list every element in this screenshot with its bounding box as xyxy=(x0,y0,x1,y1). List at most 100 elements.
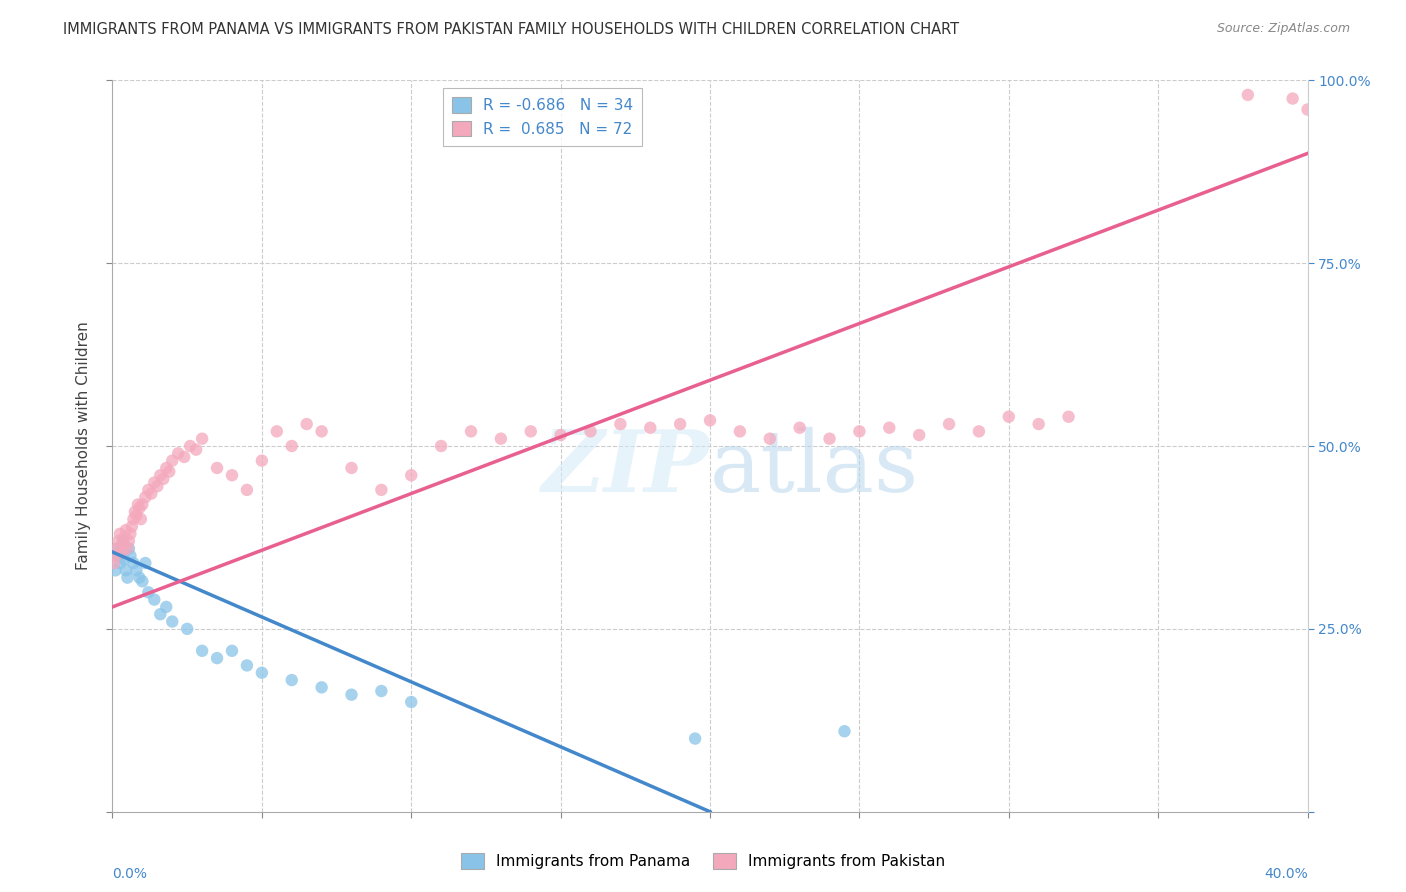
Point xyxy=(236,483,259,497)
Point xyxy=(115,523,138,537)
Point xyxy=(370,483,392,497)
Point xyxy=(111,538,134,552)
Point xyxy=(1281,91,1303,105)
Point xyxy=(281,439,304,453)
Point xyxy=(340,688,363,702)
Point xyxy=(108,526,131,541)
Point xyxy=(191,644,214,658)
Point xyxy=(155,599,177,614)
Point xyxy=(908,428,931,442)
Point xyxy=(640,421,662,435)
Point xyxy=(122,512,145,526)
Point xyxy=(146,479,169,493)
Point xyxy=(105,549,128,563)
Point xyxy=(281,673,304,687)
Point xyxy=(108,556,131,570)
Point xyxy=(789,421,811,435)
Legend: R = -0.686   N = 34, R =  0.685   N = 72: R = -0.686 N = 34, R = 0.685 N = 72 xyxy=(443,88,643,146)
Text: atlas: atlas xyxy=(710,426,920,509)
Point xyxy=(128,571,150,585)
Point xyxy=(579,425,602,439)
Point xyxy=(103,556,125,570)
Point xyxy=(205,461,228,475)
Point xyxy=(236,658,259,673)
Point xyxy=(104,563,127,577)
Point xyxy=(967,425,990,439)
Point xyxy=(221,644,243,658)
Text: 40.0%: 40.0% xyxy=(1264,867,1308,880)
Point xyxy=(609,417,631,431)
Point xyxy=(834,724,856,739)
Point xyxy=(138,483,160,497)
Text: IMMIGRANTS FROM PANAMA VS IMMIGRANTS FROM PAKISTAN FAMILY HOUSEHOLDS WITH CHILDR: IMMIGRANTS FROM PANAMA VS IMMIGRANTS FRO… xyxy=(63,22,959,37)
Point xyxy=(143,592,166,607)
Point xyxy=(879,421,901,435)
Point xyxy=(125,563,148,577)
Point xyxy=(162,615,183,629)
Point xyxy=(104,549,127,563)
Point xyxy=(669,417,692,431)
Point xyxy=(728,425,751,439)
Point xyxy=(124,505,146,519)
Point xyxy=(117,541,139,556)
Point xyxy=(1312,110,1334,124)
Point xyxy=(699,413,721,427)
Point xyxy=(401,468,423,483)
Point xyxy=(520,425,543,439)
Point xyxy=(114,530,135,544)
Point xyxy=(129,512,152,526)
Point xyxy=(401,695,423,709)
Point xyxy=(107,541,129,556)
Point xyxy=(998,409,1021,424)
Point xyxy=(162,453,183,467)
Point xyxy=(157,465,180,479)
Point xyxy=(107,534,129,549)
Legend: Immigrants from Panama, Immigrants from Pakistan: Immigrants from Panama, Immigrants from … xyxy=(454,847,952,875)
Point xyxy=(121,519,143,533)
Point xyxy=(115,563,138,577)
Point xyxy=(111,534,134,549)
Point xyxy=(266,425,288,439)
Point xyxy=(122,556,145,570)
Point xyxy=(167,446,190,460)
Point xyxy=(128,501,150,516)
Point xyxy=(127,498,149,512)
Point xyxy=(489,432,512,446)
Point xyxy=(221,468,243,483)
Point xyxy=(120,549,142,563)
Point xyxy=(134,556,156,570)
Point xyxy=(149,468,172,483)
Point xyxy=(152,472,174,486)
Point xyxy=(1028,417,1050,431)
Point xyxy=(1237,87,1260,102)
Point xyxy=(117,571,139,585)
Point xyxy=(179,439,201,453)
Point xyxy=(110,545,132,559)
Point xyxy=(460,425,482,439)
Point xyxy=(114,552,135,566)
Point xyxy=(311,681,333,695)
Point xyxy=(818,432,841,446)
Y-axis label: Family Households with Children: Family Households with Children xyxy=(76,322,91,570)
Point xyxy=(105,541,128,556)
Point xyxy=(311,425,333,439)
Text: 0.0%: 0.0% xyxy=(112,867,148,880)
Point xyxy=(340,461,363,475)
Point xyxy=(131,574,153,589)
Point xyxy=(250,453,273,467)
Point xyxy=(848,425,870,439)
Point xyxy=(205,651,228,665)
Point xyxy=(155,461,177,475)
Point xyxy=(250,665,273,680)
Point xyxy=(186,442,208,457)
Point xyxy=(295,417,318,431)
Point xyxy=(131,498,153,512)
Point xyxy=(125,508,148,523)
Point xyxy=(143,475,166,490)
Point xyxy=(110,545,132,559)
Point xyxy=(550,428,572,442)
Point xyxy=(134,490,156,504)
Point xyxy=(938,417,960,431)
Text: ZIP: ZIP xyxy=(543,426,710,509)
Point xyxy=(138,585,160,599)
